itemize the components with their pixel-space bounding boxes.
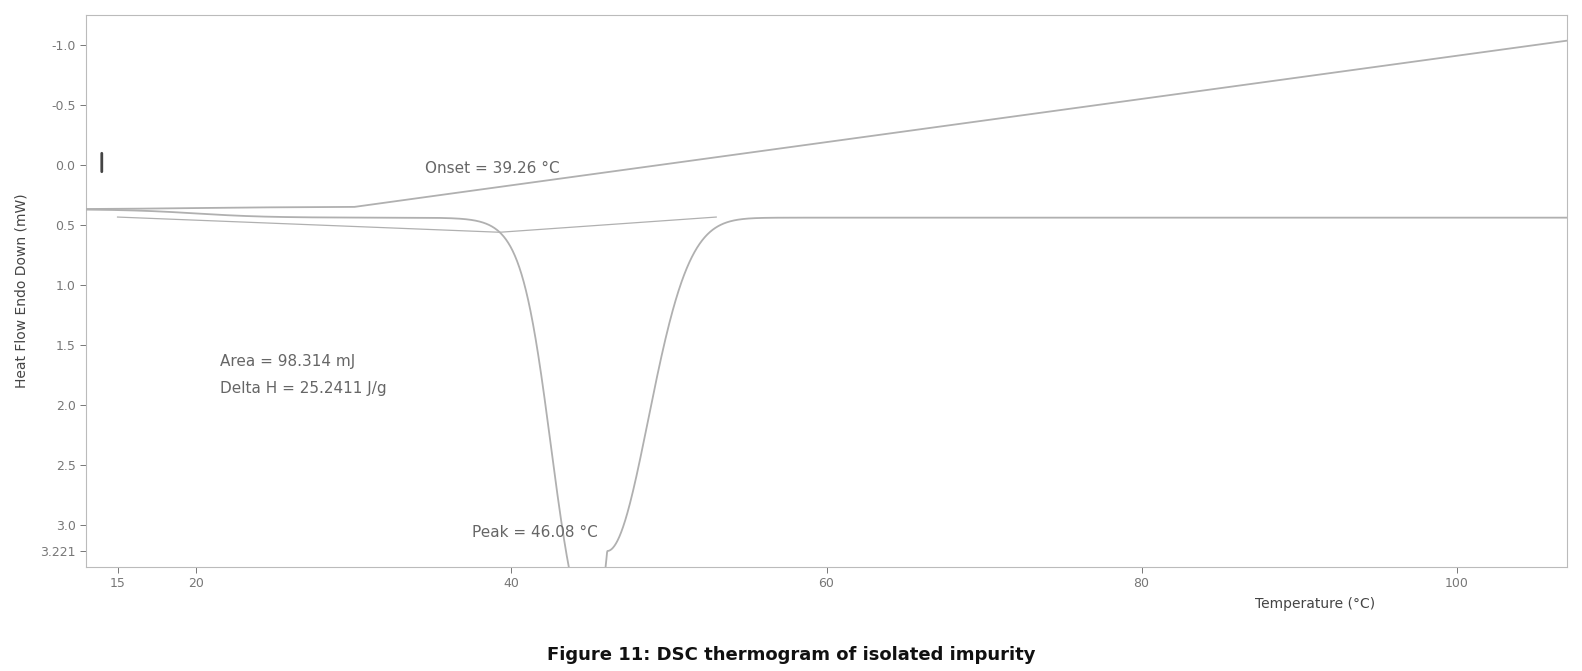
Text: Onset = 39.26 °C: Onset = 39.26 °C	[424, 161, 560, 176]
Text: Area = 98.314 mJ: Area = 98.314 mJ	[220, 354, 356, 369]
Text: Delta H = 25.2411 J/g: Delta H = 25.2411 J/g	[220, 380, 386, 396]
X-axis label: Temperature (°C): Temperature (°C)	[1255, 597, 1375, 611]
Text: Figure 11: DSC thermogram of isolated impurity: Figure 11: DSC thermogram of isolated im…	[547, 646, 1035, 664]
Text: Peak = 46.08 °C: Peak = 46.08 °C	[471, 525, 598, 539]
Y-axis label: Heat Flow Endo Down (mW): Heat Flow Endo Down (mW)	[14, 193, 28, 388]
